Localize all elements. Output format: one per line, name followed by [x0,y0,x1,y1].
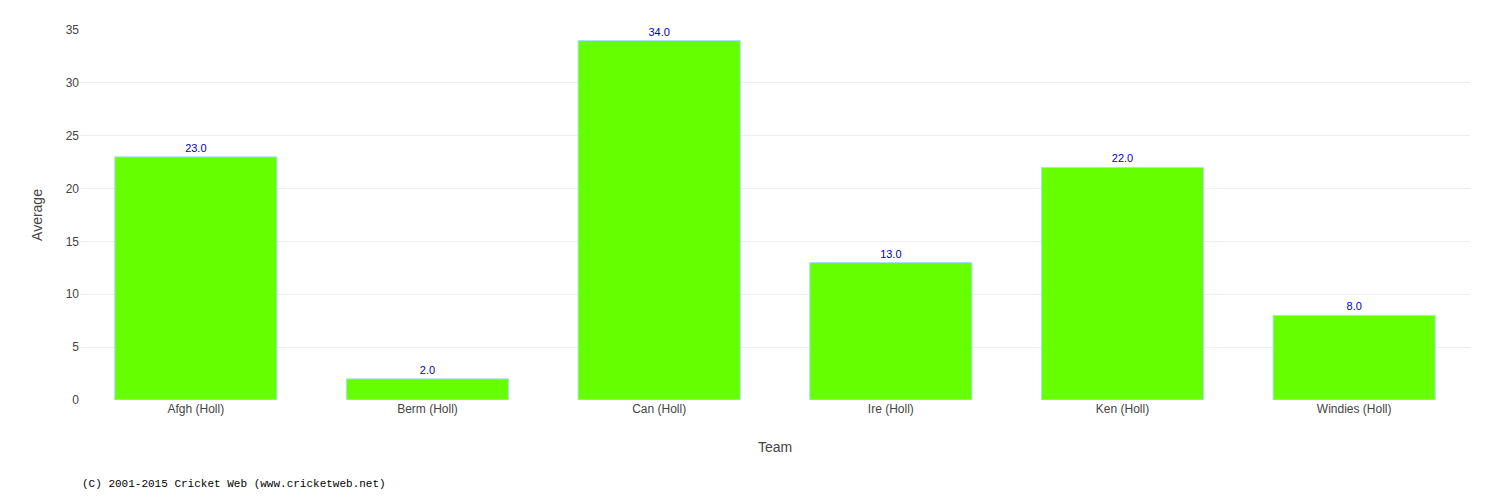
svg-text:8.0: 8.0 [1347,300,1362,312]
svg-text:Windies (Holl): Windies (Holl) [1317,402,1392,416]
svg-text:34.0: 34.0 [648,26,669,38]
svg-text:2.0: 2.0 [420,364,435,376]
svg-text:35: 35 [66,23,80,37]
svg-text:5: 5 [72,340,79,354]
svg-text:13.0: 13.0 [880,248,901,260]
svg-text:Berm (Holl): Berm (Holl) [397,402,458,416]
svg-text:23.0: 23.0 [185,142,206,154]
svg-text:Team: Team [758,439,792,455]
svg-text:Ire (Holl): Ire (Holl) [868,402,914,416]
svg-text:Afgh (Holl): Afgh (Holl) [167,402,224,416]
svg-text:Ken (Holl): Ken (Holl) [1096,402,1149,416]
svg-text:0: 0 [72,393,79,407]
svg-text:15: 15 [66,235,80,249]
svg-text:20: 20 [66,182,80,196]
svg-text:25: 25 [66,129,80,143]
svg-text:(C) 2001-2015 Cricket Web (www: (C) 2001-2015 Cricket Web (www.cricketwe… [82,478,386,490]
svg-text:30: 30 [66,76,80,90]
svg-text:22.0: 22.0 [1112,152,1133,164]
svg-text:Average: Average [29,189,45,241]
svg-text:10: 10 [66,287,80,301]
svg-text:Can (Holl): Can (Holl) [632,402,686,416]
